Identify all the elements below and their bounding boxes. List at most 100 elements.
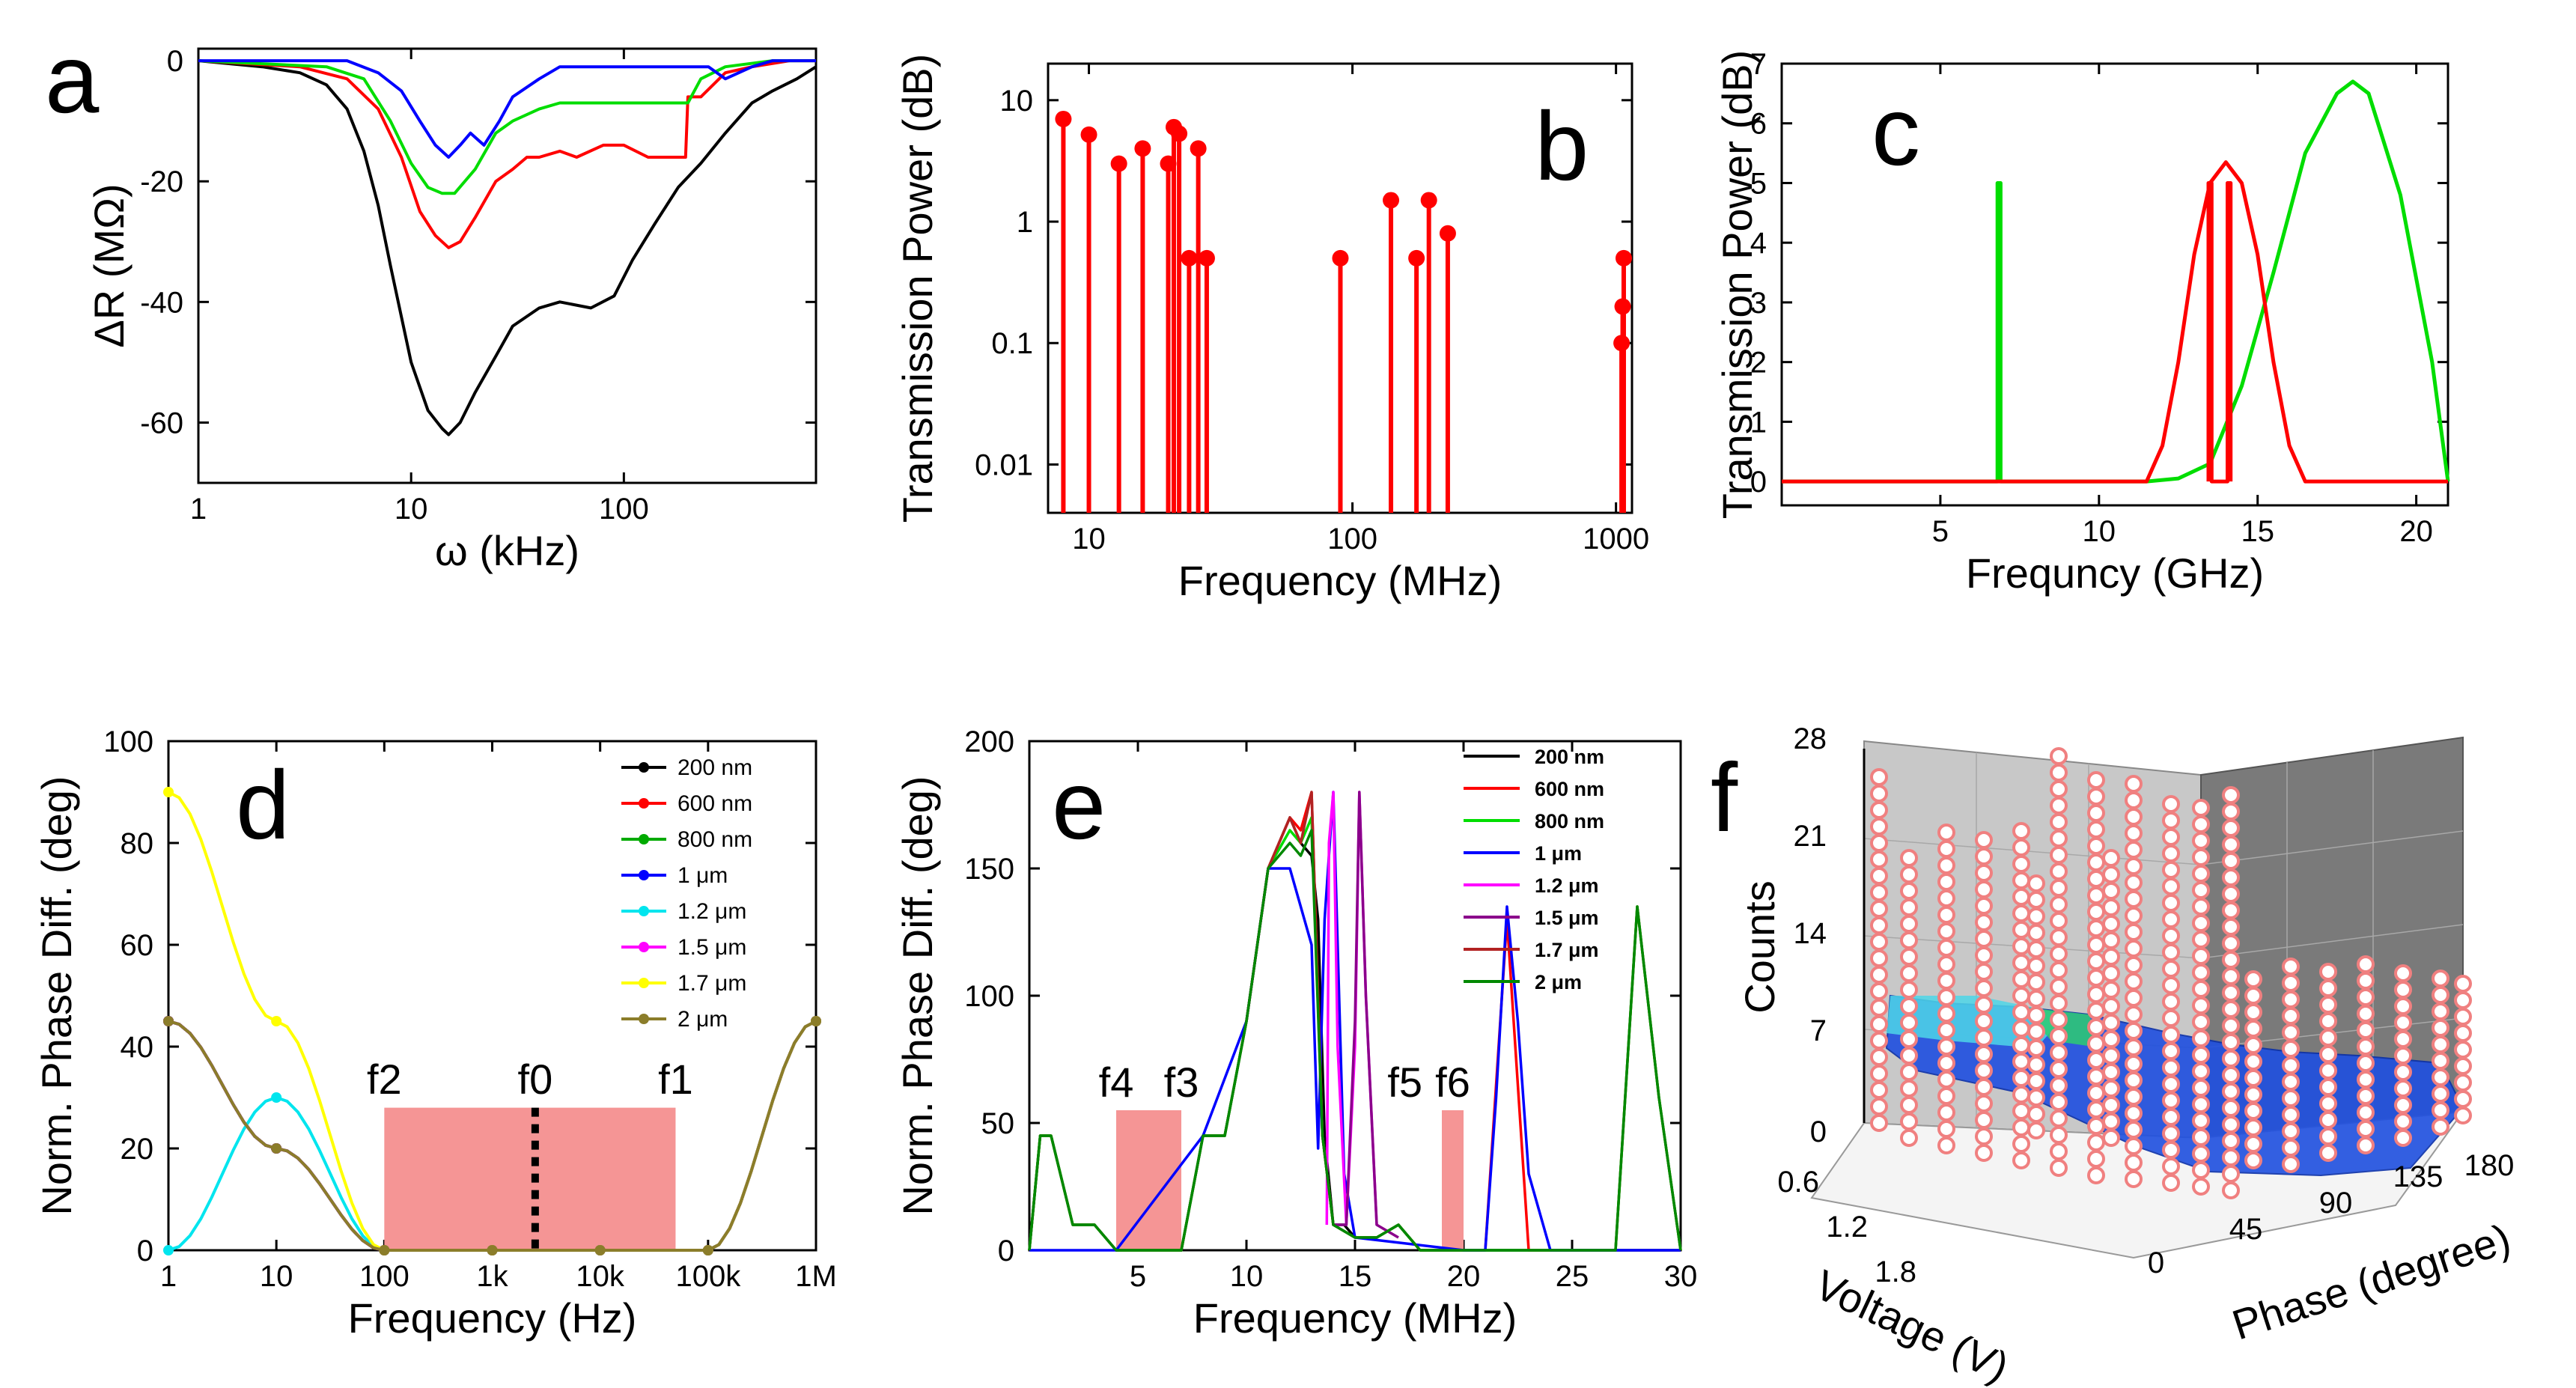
count-ball (2357, 1104, 2375, 1121)
count-ball (2244, 1151, 2262, 1169)
count-ball (1937, 1087, 1955, 1105)
count-ball (2087, 1150, 2105, 1168)
count-ball (2050, 813, 2068, 831)
y-tick-label: -20 (140, 165, 183, 198)
series-marker (594, 1245, 606, 1255)
count-ball (1900, 915, 1918, 933)
count-ball (1937, 955, 1955, 973)
legend-marker (639, 798, 649, 809)
count-ball (1937, 840, 1955, 858)
y-tick-label: 0 (998, 1235, 1014, 1267)
count-ball (2222, 803, 2240, 821)
count-ball (2027, 874, 2045, 892)
y-tick-label: -60 (140, 407, 183, 439)
count-ball (2102, 849, 2120, 867)
count-ball (2192, 1013, 2210, 1031)
count-ball (1937, 873, 1955, 891)
count-ball (2087, 1166, 2105, 1184)
legend: 200 nm 600 nm 800 nm 1 μm 1.2 μm 1.5 μm 1.7 μm… (1464, 746, 1604, 993)
shaded-band (1116, 1110, 1181, 1250)
count-ball (2222, 1083, 2240, 1101)
count-ball (2432, 1035, 2449, 1053)
count-ball (2102, 1096, 2120, 1114)
count-ball (2282, 1155, 2300, 1173)
stem-point (1171, 125, 1188, 142)
x-tick-label: 0.6 (1777, 1166, 1819, 1199)
count-ball (2244, 1020, 2262, 1038)
count-ball (2222, 1033, 2240, 1051)
series-line-black (198, 59, 817, 436)
y-tick-label: 90 (2319, 1187, 2353, 1220)
count-ball (2102, 865, 2120, 883)
count-ball (2125, 775, 2143, 793)
count-ball (2125, 1121, 2143, 1139)
count-ball (2192, 1161, 2210, 1179)
count-ball (2162, 943, 2180, 961)
count-ball (2102, 882, 2120, 900)
count-ball (2192, 964, 2210, 981)
count-ball (2192, 1145, 2210, 1163)
count-ball (2050, 879, 2068, 897)
plot-frame (1780, 62, 2449, 507)
count-ball (2244, 1069, 2262, 1087)
count-ball (1975, 1062, 1993, 1080)
count-ball (2087, 985, 2105, 1003)
stem-point (1408, 249, 1425, 267)
legend-label: 2 μm (678, 1007, 728, 1032)
count-ball (2162, 1009, 2180, 1027)
count-ball (2050, 978, 2068, 996)
count-ball (2087, 1068, 2105, 1086)
count-ball (2012, 1102, 2030, 1120)
y-tick-label: 6 (1750, 108, 1767, 141)
y-tick-label: 0 (1750, 466, 1767, 499)
count-ball (2027, 1072, 2045, 1090)
count-ball (2050, 1060, 2068, 1078)
x-tick-label: 1.8 (1875, 1255, 1916, 1288)
count-ball (2432, 970, 2449, 987)
count-ball (1870, 999, 1888, 1017)
legend: 200 nm 600 nm 800 nm 1 μm 1.2 μm 1.5 μm 1.7 μm… (621, 755, 752, 1032)
count-ball (2125, 940, 2143, 958)
count-ball (2162, 795, 2180, 813)
y-tick-label: 7 (1750, 48, 1767, 81)
count-ball (2125, 923, 2143, 941)
count-ball (2319, 1127, 2337, 1145)
count-ball (1870, 949, 1888, 967)
shaded-band (1442, 1110, 1464, 1250)
y-axis-title: Transmission Power (dB) (894, 54, 941, 523)
series-marker (163, 1245, 174, 1255)
count-ball (2087, 853, 2105, 871)
count-ball (2050, 994, 2068, 1012)
count-ball (1900, 865, 1918, 883)
count-ball (2319, 996, 2337, 1014)
count-ball (2432, 1068, 2449, 1086)
count-ball (2162, 1075, 2180, 1093)
count-ball (2192, 914, 2210, 932)
y-tick-label: 1 (1017, 206, 1033, 239)
count-ball (2432, 1085, 2449, 1103)
count-ball (2102, 1112, 2120, 1130)
z-axis-title: Counts (1736, 880, 1783, 1013)
count-ball (2162, 1124, 2180, 1142)
count-ball (2050, 830, 2068, 847)
count-ball (2125, 857, 2143, 875)
count-ball (2244, 1053, 2262, 1071)
count-ball (2050, 1077, 2068, 1095)
count-ball (2012, 855, 2030, 873)
x-tick-label: 25 (1556, 1260, 1589, 1293)
count-ball (2027, 1089, 2045, 1107)
count-ball (2192, 1079, 2210, 1097)
count-ball (1975, 1111, 1993, 1129)
count-ball (2125, 1104, 2143, 1122)
stem-point (1110, 155, 1127, 172)
count-ball (1900, 1129, 1918, 1147)
count-ball (2012, 987, 2030, 1005)
count-ball (2012, 1053, 2030, 1071)
count-ball (2125, 1088, 2143, 1106)
count-ball (2012, 838, 2030, 856)
count-ball (1870, 916, 1888, 934)
count-ball (2102, 898, 2120, 916)
count-ball (2027, 907, 2045, 925)
count-ball (2087, 771, 2105, 789)
count-ball (2192, 1095, 2210, 1113)
